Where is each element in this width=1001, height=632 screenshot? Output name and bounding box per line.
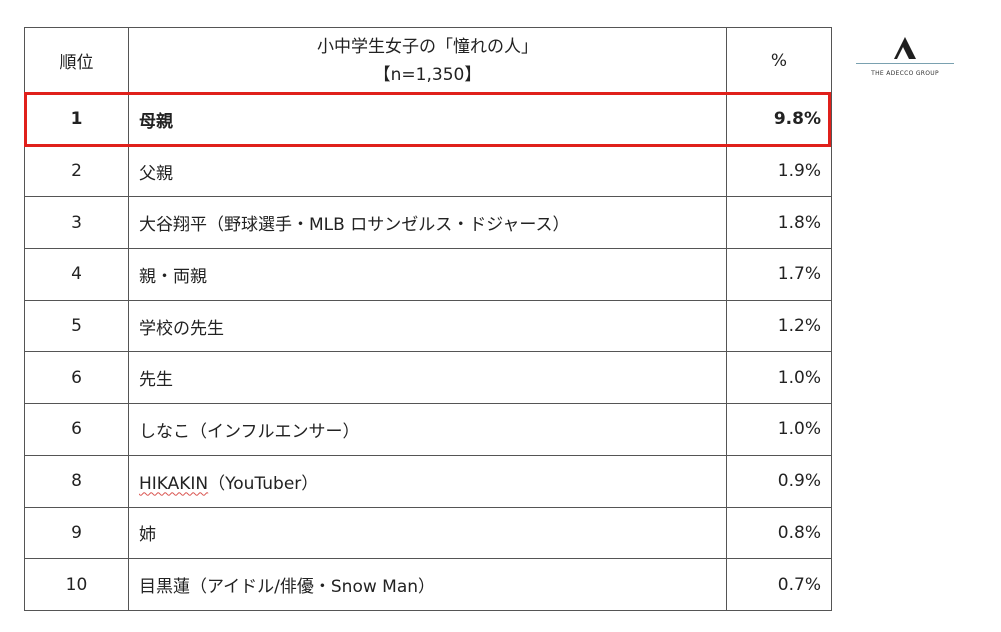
row-name-suffix: （YouTuber） — [208, 473, 319, 494]
row-percent: 1.9% — [726, 144, 832, 198]
row-name: 学校の先生 — [128, 299, 727, 353]
adecco-a-logo-icon — [894, 37, 916, 59]
row-name: 先生 — [128, 351, 727, 405]
row-rank: 2 — [24, 144, 129, 198]
header-sample-size: 【n=1,350】 — [373, 64, 482, 85]
row-name: 姉 — [128, 506, 727, 560]
row-percent: 0.7% — [726, 558, 832, 611]
table-row: 2 父親 1.9% — [24, 144, 832, 198]
row-percent: 1.0% — [726, 403, 832, 456]
table-row: 6 しなこ（インフルエンサー） 1.0% — [24, 403, 832, 456]
row-name: 父親 — [128, 144, 727, 198]
row-rank: 6 — [24, 403, 129, 456]
logo-divider — [856, 63, 954, 64]
row-name: 大谷翔平（野球選手・MLB ロサンゼルス・ドジャース） — [128, 196, 727, 250]
header-rank: 順位 — [24, 27, 129, 94]
table-row: 10 目黒蓮（アイドル/俳優・Snow Man） 0.7% — [24, 558, 832, 611]
row-percent: 1.8% — [726, 196, 832, 250]
row-percent: 9.8% — [726, 93, 832, 146]
logo-text: THE ADECCO GROUP — [871, 70, 939, 77]
header-percent: % — [726, 27, 832, 94]
row-percent: 1.7% — [726, 248, 832, 301]
row-rank: 10 — [24, 558, 129, 611]
row-rank: 3 — [24, 196, 129, 250]
header-title-text: 小中学生女子の「憧れの人」 — [317, 36, 538, 57]
row-name: しなこ（インフルエンサー） — [128, 403, 727, 456]
table-header-row: 順位 小中学生女子の「憧れの人」 【n=1,350】 % — [24, 27, 832, 94]
row-rank: 1 — [24, 93, 129, 146]
table-row: 4 親・両親 1.7% — [24, 248, 832, 301]
row-percent: 0.9% — [726, 454, 832, 508]
row-name: 親・両親 — [128, 248, 727, 301]
row-rank: 9 — [24, 506, 129, 560]
row-rank: 4 — [24, 248, 129, 301]
table-row: 8 HIKAKIN（YouTuber） 0.9% — [24, 454, 832, 508]
row-rank: 8 — [24, 454, 129, 508]
row-name: 母親 — [128, 93, 727, 146]
row-rank: 6 — [24, 351, 129, 405]
row-percent: 0.8% — [726, 506, 832, 560]
row-rank: 5 — [24, 299, 129, 353]
row-name-spellcheck-word: HIKAKIN — [139, 473, 209, 494]
table-row: 6 先生 1.0% — [24, 351, 832, 405]
table-row: 5 学校の先生 1.2% — [24, 299, 832, 353]
table-row: 9 姉 0.8% — [24, 506, 832, 560]
header-title: 小中学生女子の「憧れの人」 【n=1,350】 — [128, 27, 727, 94]
row-percent: 1.2% — [726, 299, 832, 353]
table-row: 3 大谷翔平（野球選手・MLB ロサンゼルス・ドジャース） 1.8% — [24, 196, 832, 250]
row-percent: 1.0% — [726, 351, 832, 405]
adecco-group-logo: THE ADECCO GROUP — [856, 36, 954, 90]
row-name: HIKAKIN（YouTuber） — [128, 454, 727, 508]
table-row: 1 母親 9.8% — [24, 93, 832, 146]
row-name: 目黒蓮（アイドル/俳優・Snow Man） — [128, 558, 727, 611]
ranking-table: 順位 小中学生女子の「憧れの人」 【n=1,350】 % 1 母親 9.8% 2… — [24, 27, 832, 611]
